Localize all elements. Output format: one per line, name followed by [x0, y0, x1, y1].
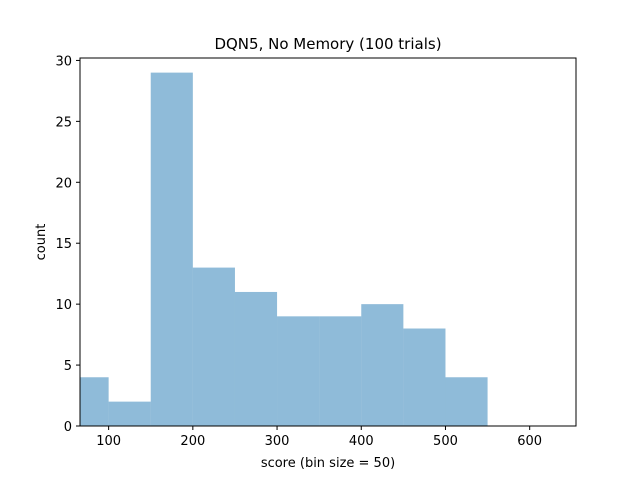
axes-frame [79, 57, 577, 427]
histogram-bar-450-500 [403, 328, 446, 426]
y-axis-ticks: 0 5 10 15 20 25 30 [55, 54, 80, 435]
x-tick-label: 400 [349, 434, 374, 449]
y-tick-label: 15 [55, 237, 72, 252]
x-axis-ticks: 100 200 300 400 500 600 [96, 426, 542, 449]
x-axis-label: score (bin size = 50) [261, 456, 395, 471]
x-tick-label: 300 [265, 434, 290, 449]
histogram-bar-200-250 [192, 267, 235, 426]
histogram-bar-500-550 [445, 377, 488, 426]
histogram-bar-250-300 [234, 291, 278, 426]
y-tick-label: 30 [55, 54, 72, 69]
bars-group [80, 72, 488, 427]
x-tick-label: 200 [180, 434, 205, 449]
x-tick-label: 100 [96, 434, 121, 449]
y-tick-label: 20 [55, 176, 72, 191]
histogram-bar-50-100 [80, 377, 109, 426]
x-tick-label: 500 [433, 434, 458, 449]
chart-title: DQN5, No Memory (100 trials) [214, 35, 441, 53]
y-axis-label: count [34, 224, 49, 261]
y-tick-label: 0 [64, 420, 72, 435]
x-tick-label: 600 [517, 434, 542, 449]
y-tick-label: 25 [55, 115, 72, 130]
histogram-bar-350-400 [319, 316, 362, 426]
histogram-bar-400-450 [361, 304, 404, 426]
histogram-bar-100-150 [108, 401, 151, 426]
plot-area: 100 200 300 400 500 600 0 5 10 15 20 25 30 [55, 54, 577, 449]
y-tick-label: 5 [64, 359, 72, 374]
histogram-bar-150-200 [150, 72, 193, 427]
y-tick-label: 10 [55, 298, 72, 313]
histogram-bar-300-350 [277, 316, 320, 426]
